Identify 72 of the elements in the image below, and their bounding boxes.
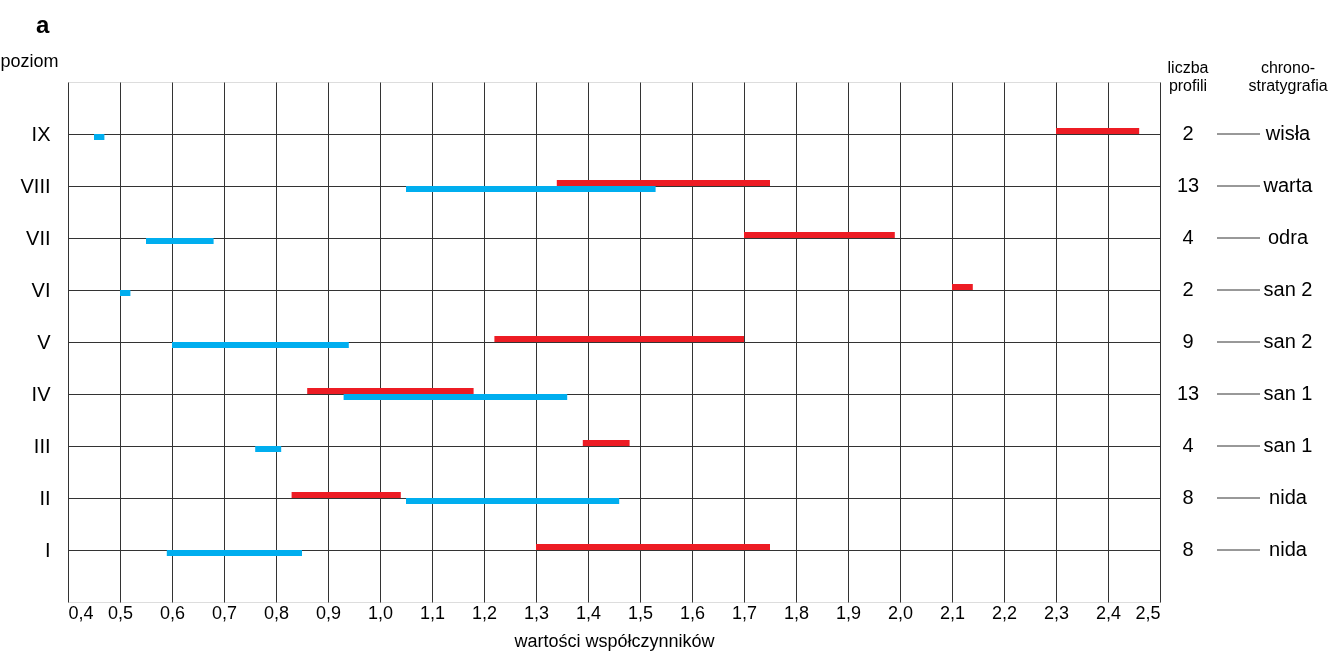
x-tick-label: 0,7 — [211, 602, 238, 623]
text: odra — [1267, 226, 1309, 248]
x-tick-label: 1,6 — [679, 602, 706, 623]
text: 2 — [1182, 278, 1194, 300]
bar — [94, 134, 105, 140]
bar — [582, 440, 630, 446]
y-tick-label: III — [33, 434, 51, 457]
x-tick-label: 2,4 — [1095, 602, 1122, 623]
text: liczba profili — [1167, 59, 1209, 94]
y-tick-label: VIII — [20, 174, 51, 197]
x-axis-title: wartości współczynników — [513, 630, 716, 651]
bar — [255, 446, 282, 452]
bar — [120, 290, 131, 296]
x-tick-label: 1,9 — [835, 602, 862, 623]
y-tick-label: I — [44, 538, 51, 561]
x-tick-label: 0,8 — [263, 602, 290, 623]
y-tick-label: VII — [26, 226, 51, 249]
bar — [406, 186, 656, 192]
bar — [172, 342, 349, 348]
x-tick-label: 1,4 — [575, 602, 602, 623]
text: 13 — [1176, 174, 1200, 196]
text: san 2 — [1263, 330, 1313, 352]
x-tick-label: 2,3 — [1043, 602, 1070, 623]
x-tick-label: 1,8 — [783, 602, 810, 623]
text: 4 — [1182, 226, 1194, 248]
bar — [556, 180, 770, 186]
text: chrono- stratygrafia — [1248, 59, 1328, 94]
bar — [406, 498, 620, 504]
y-tick-label: V — [37, 330, 52, 353]
text: san 2 — [1263, 278, 1313, 300]
text: warta — [1262, 174, 1314, 196]
x-tick-label: 0,4 — [68, 602, 94, 623]
text: 9 — [1182, 330, 1194, 352]
x-tick-label: 2,1 — [939, 602, 966, 623]
bar — [146, 238, 214, 244]
x-tick-label: 1,3 — [523, 602, 550, 623]
x-tick-label: 2,2 — [991, 602, 1018, 623]
x-tick-label: 2,5 — [1135, 602, 1161, 623]
text: 2 — [1182, 122, 1194, 144]
bar — [536, 544, 770, 550]
bar — [343, 394, 568, 400]
bar — [744, 232, 895, 238]
chart-title: a — [36, 11, 50, 38]
x-tick-label: 2,0 — [887, 602, 914, 623]
x-tick-label: 1,2 — [471, 602, 498, 623]
text: san 1 — [1263, 434, 1313, 456]
bar — [291, 492, 401, 498]
x-tick-label: 0,6 — [159, 602, 186, 623]
x-tick-label: 0,5 — [107, 602, 134, 623]
y-tick-label: IX — [31, 122, 51, 145]
x-tick-label: 1,7 — [731, 602, 758, 623]
bar — [1056, 128, 1140, 134]
y-tick-label: II — [39, 486, 51, 509]
text: 13 — [1176, 382, 1200, 404]
text: 8 — [1182, 486, 1194, 508]
x-tick-label: 1,1 — [419, 602, 446, 623]
y-axis-title: poziom — [0, 50, 59, 71]
y-tick-label: VI — [31, 278, 51, 301]
text: san 1 — [1263, 382, 1313, 404]
bar — [307, 388, 474, 394]
text: 4 — [1182, 434, 1194, 456]
text: nida — [1269, 486, 1308, 508]
x-tick-label: 1,5 — [627, 602, 654, 623]
text: 8 — [1182, 538, 1194, 560]
text: nida — [1269, 538, 1308, 560]
bar — [494, 336, 744, 342]
y-tick-label: IV — [31, 382, 52, 405]
text: wisła — [1264, 122, 1312, 144]
bar — [166, 550, 302, 556]
x-tick-label: 0,9 — [315, 602, 342, 623]
x-tick-label: 1,0 — [367, 602, 394, 623]
bar — [952, 284, 973, 290]
